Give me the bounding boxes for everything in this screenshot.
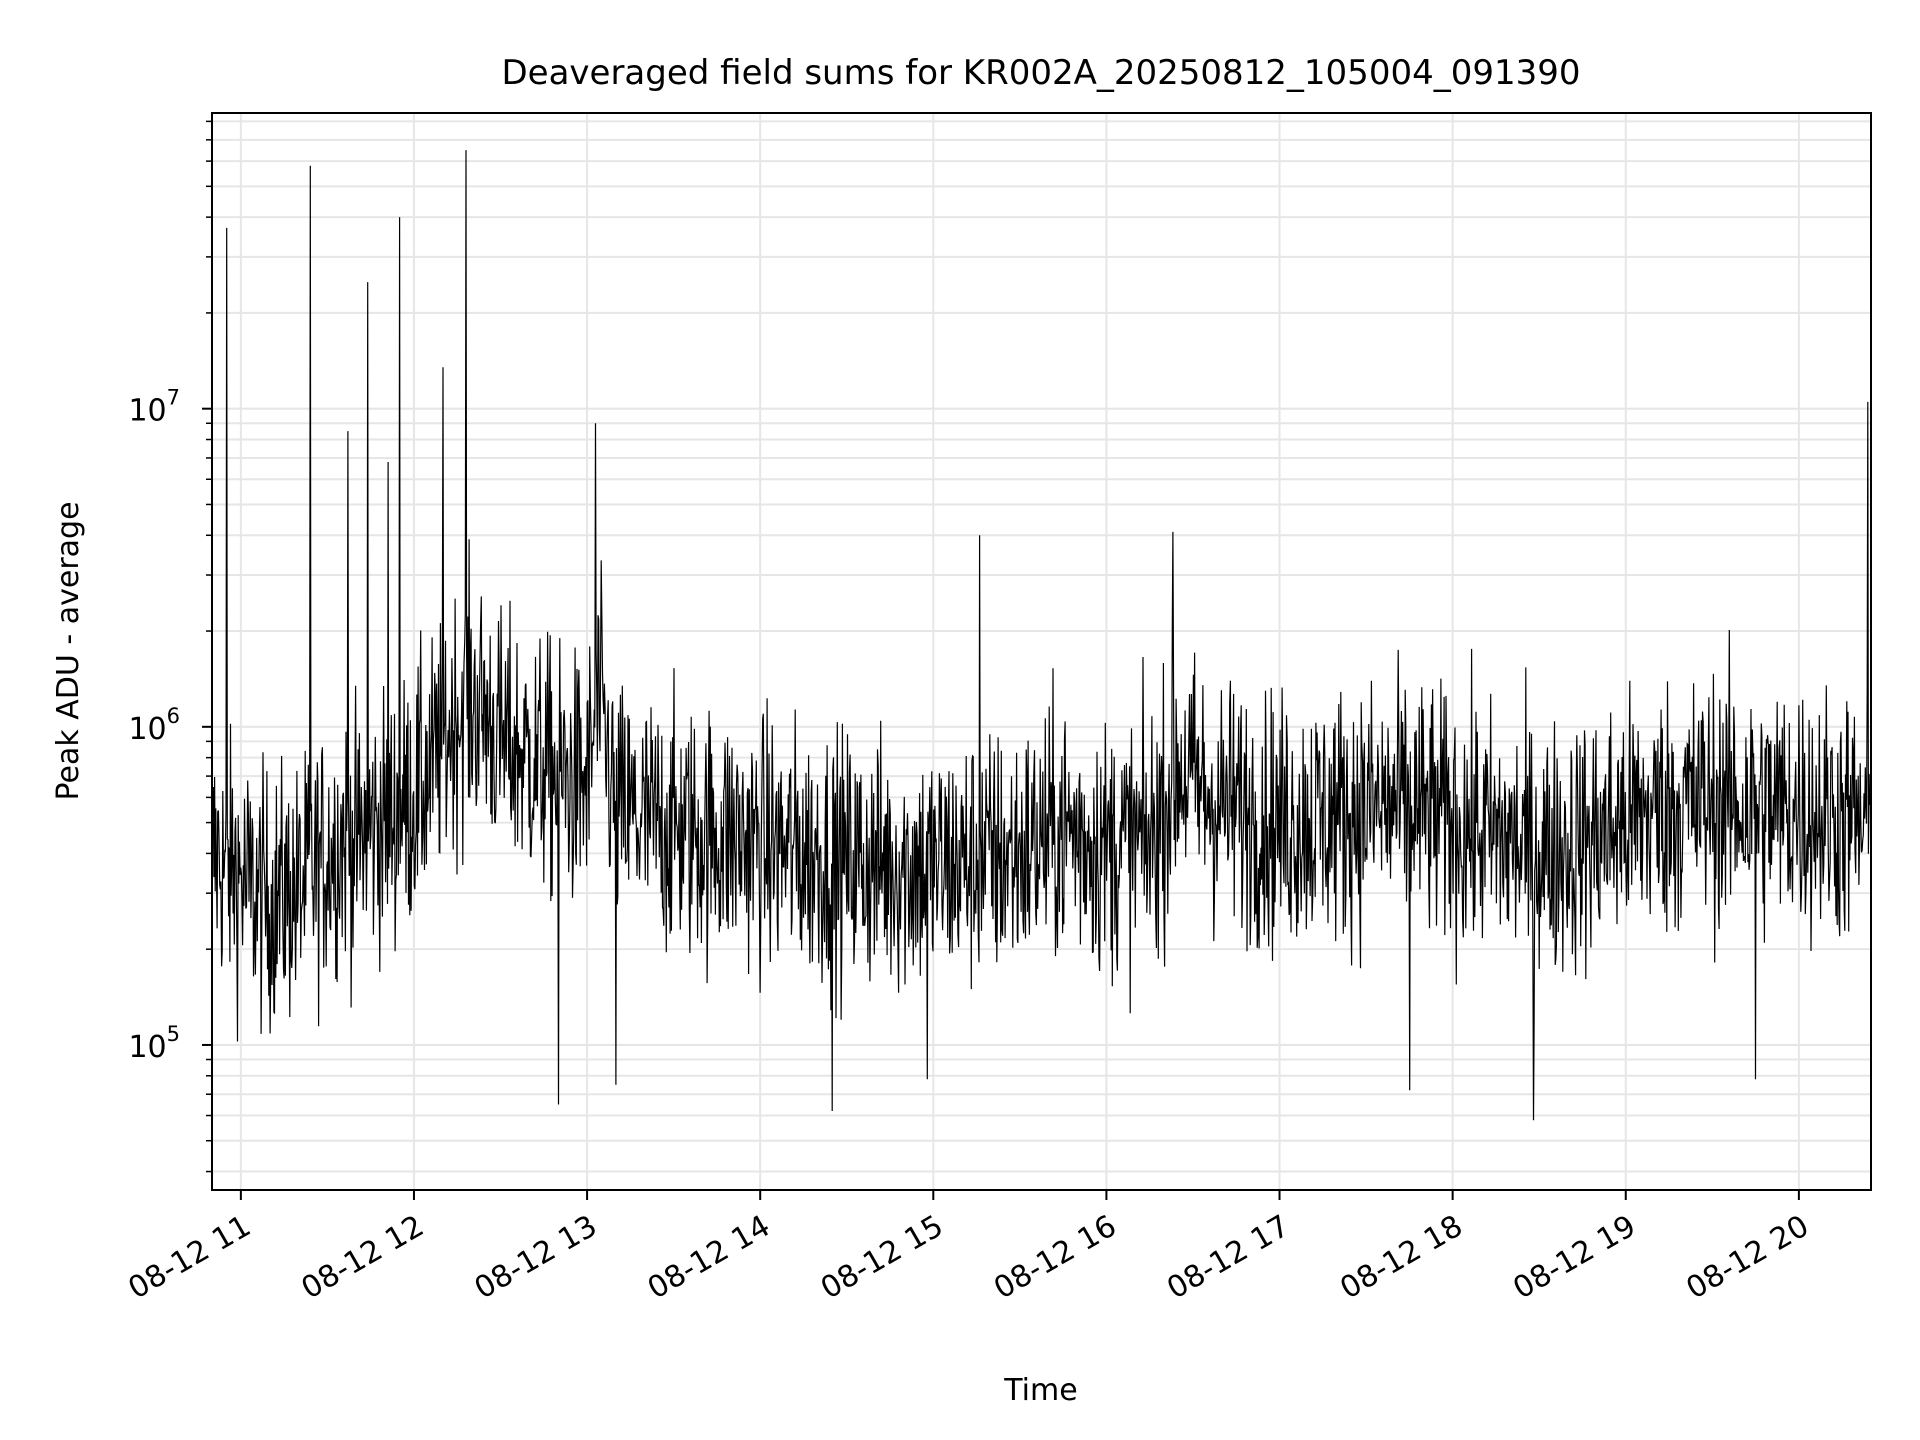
y-tick-exponent: 5: [167, 1022, 180, 1046]
y-tick-exponent: 6: [167, 704, 180, 728]
y-tick-base: 10: [128, 394, 166, 429]
y-axis-label: Peak ADU - average: [51, 501, 86, 800]
y-tick-base: 10: [128, 712, 166, 747]
y-tick-exponent: 7: [167, 386, 180, 410]
y-tick-base: 10: [128, 1030, 166, 1065]
x-axis-label: Time: [1003, 1373, 1077, 1408]
data-series: [211, 150, 1872, 1121]
data-line: [211, 150, 1872, 1121]
chart-title: Deaveraged field sums for KR002A_2025081…: [501, 53, 1580, 93]
y-tick-label: 107: [128, 386, 180, 429]
y-tick-label: 105: [128, 1022, 180, 1065]
y-tick-label: 106: [128, 704, 180, 747]
plot-area-frame: [211, 112, 1872, 1191]
